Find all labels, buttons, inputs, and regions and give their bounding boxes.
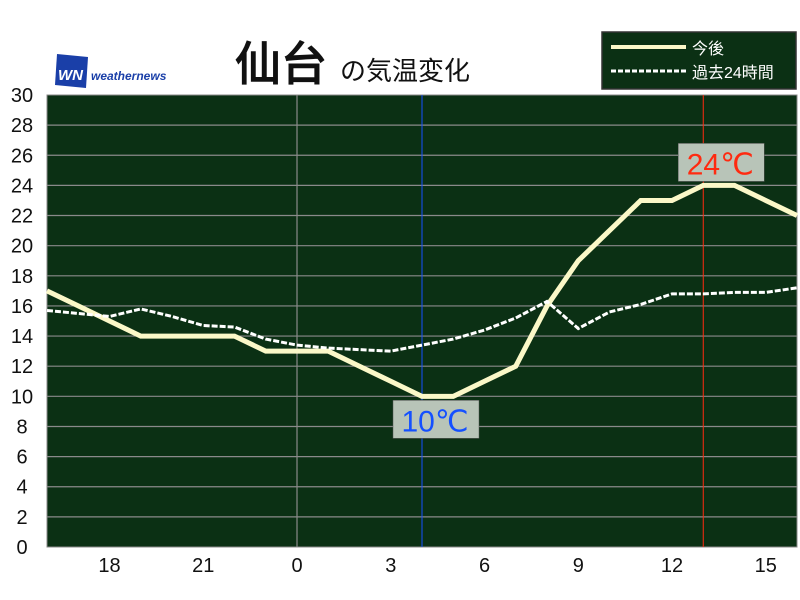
title-city: 仙台 [235,38,327,90]
legend: 今後 過去24時間 [601,31,797,90]
y-tick-label: 18 [11,266,33,288]
max-temp-label: 24℃ [687,148,754,181]
legend-box [601,31,797,90]
y-tick-label: 30 [11,85,33,107]
logo: WN weathernews [55,54,167,88]
past-24h-line [46,286,798,353]
x-tick-label: 9 [573,555,584,577]
x-tick-label: 12 [661,555,683,577]
x-tick-label: 15 [755,555,777,577]
y-tick-label: 14 [11,326,33,348]
forecast-line [45,182,799,399]
x-axis: 18 21 0 3 6 9 12 15 [98,555,777,577]
min-label-bg [392,400,480,439]
y-tick-label: 6 [16,447,27,469]
x-tick-label: 3 [385,555,396,577]
y-tick-label: 16 [11,296,33,318]
min-temp-label: 10℃ [401,405,468,438]
brand-name: weathernews [91,69,167,83]
legend-past-label: 過去24時間 [692,64,774,82]
x-tick-label: 18 [98,555,120,577]
legend-forecast-label: 今後 [692,40,724,58]
x-tick-label: 6 [479,555,490,577]
max-label-bg [678,143,765,182]
y-tick-label: 10 [11,386,33,408]
y-tick-label: 22 [11,206,33,228]
annotations: 10℃ 24℃ [392,143,765,439]
logo-mark [55,54,88,88]
x-tick-label: 21 [192,555,214,577]
y-tick-label: 0 [16,537,27,559]
y-tick-label: 8 [16,416,27,438]
title-suffix: の気温変化 [340,56,470,86]
x-tick-label: 0 [291,555,302,577]
y-tick-label: 4 [16,477,27,499]
logo-mark-text: WN [58,67,84,84]
grid [47,95,797,547]
y-tick-label: 2 [16,507,27,529]
series [45,182,799,399]
y-tick-label: 24 [11,175,33,197]
y-tick-label: 28 [11,115,33,137]
y-tick-label: 26 [11,145,33,167]
y-tick-label: 20 [11,236,33,258]
y-tick-label: 12 [11,356,33,378]
